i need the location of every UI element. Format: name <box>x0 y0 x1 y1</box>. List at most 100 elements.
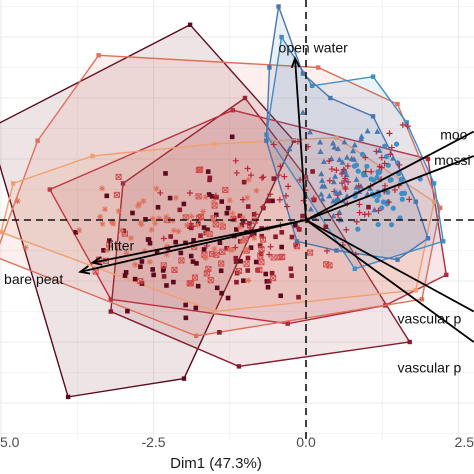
data-point <box>310 169 315 174</box>
hull-vertex <box>413 199 418 204</box>
data-point <box>386 130 393 137</box>
data-point <box>320 158 327 164</box>
data-point <box>293 222 298 228</box>
hull-vertex <box>194 333 199 339</box>
data-point <box>183 222 190 229</box>
data-point <box>201 225 207 230</box>
data-point <box>195 193 202 200</box>
data-point <box>115 208 122 215</box>
data-point <box>138 264 143 270</box>
hull-vertex <box>395 257 400 262</box>
data-point <box>345 178 352 185</box>
data-point <box>224 246 229 251</box>
loading-label-1: open water <box>279 39 349 55</box>
data-point <box>284 203 291 210</box>
x-tick-label: 0.0 <box>296 434 316 450</box>
data-point <box>326 192 333 199</box>
data-point <box>342 185 349 192</box>
data-point <box>145 237 151 242</box>
data-point <box>399 196 405 202</box>
data-point <box>160 262 167 269</box>
data-point <box>355 182 362 189</box>
data-point <box>224 210 230 216</box>
data-point <box>351 141 358 148</box>
arrowhead <box>290 56 301 69</box>
data-point <box>213 212 219 218</box>
data-point <box>390 205 396 211</box>
hull-vertex <box>352 266 357 271</box>
data-point <box>154 249 160 255</box>
data-point <box>270 254 277 261</box>
data-point <box>247 224 254 231</box>
data-point <box>278 293 284 299</box>
data-point <box>256 266 263 273</box>
data-point <box>130 210 135 216</box>
data-point <box>277 163 284 170</box>
loading-labels: open water moo mossi vascular p vascular p li… <box>4 39 471 375</box>
data-point <box>232 244 239 251</box>
data-point <box>245 268 251 273</box>
data-point <box>147 240 153 246</box>
data-point <box>113 191 120 198</box>
loading-label-4: vascular p <box>398 311 462 327</box>
data-point <box>271 176 277 181</box>
hull-vertex <box>431 181 437 186</box>
data-point <box>233 255 239 261</box>
data-point <box>252 211 259 218</box>
data-point <box>310 196 317 203</box>
hull-vertex <box>413 287 418 293</box>
hull-vertex <box>65 394 71 400</box>
loading-label-2: moo <box>440 126 467 142</box>
data-point <box>321 183 328 189</box>
data-point <box>160 235 167 242</box>
data-point <box>99 220 106 227</box>
hull-vertex <box>303 175 309 180</box>
hull-vertex <box>120 181 126 186</box>
data-point <box>361 172 367 178</box>
data-point <box>330 178 337 185</box>
data-point <box>253 187 260 194</box>
data-point <box>76 227 83 234</box>
hull-vertex <box>285 321 290 326</box>
data-point <box>109 219 116 226</box>
data-point <box>339 159 346 165</box>
data-point <box>170 227 177 234</box>
data-point <box>115 173 122 180</box>
data-point <box>265 284 271 290</box>
hull-vertex <box>370 74 376 79</box>
data-point <box>107 238 112 243</box>
data-point <box>132 261 139 268</box>
data-point <box>235 267 243 274</box>
data-point <box>286 145 293 152</box>
data-point <box>356 201 363 208</box>
data-point <box>181 201 187 207</box>
data-point <box>198 233 203 239</box>
data-point <box>398 176 405 182</box>
hull-vertex <box>90 153 95 159</box>
data-point <box>387 151 394 158</box>
data-point <box>399 122 406 129</box>
data-point <box>128 235 135 242</box>
data-point <box>258 259 265 266</box>
data-point <box>270 274 277 282</box>
data-point <box>209 194 215 199</box>
data-point <box>279 230 285 235</box>
x-tick-label: 5.0 <box>0 434 20 450</box>
data-point <box>300 213 305 219</box>
data-point <box>211 245 218 252</box>
data-point <box>178 250 184 256</box>
data-point <box>241 179 247 185</box>
data-point <box>289 273 294 278</box>
data-point <box>217 330 222 335</box>
data-point <box>388 144 395 151</box>
data-point <box>328 166 335 173</box>
data-point <box>239 238 246 245</box>
data-point <box>353 218 360 225</box>
hull-vertex <box>294 239 300 244</box>
data-point <box>289 234 295 240</box>
data-point <box>259 203 266 210</box>
data-point <box>123 270 129 275</box>
data-point <box>104 193 110 199</box>
data-point <box>351 163 357 169</box>
